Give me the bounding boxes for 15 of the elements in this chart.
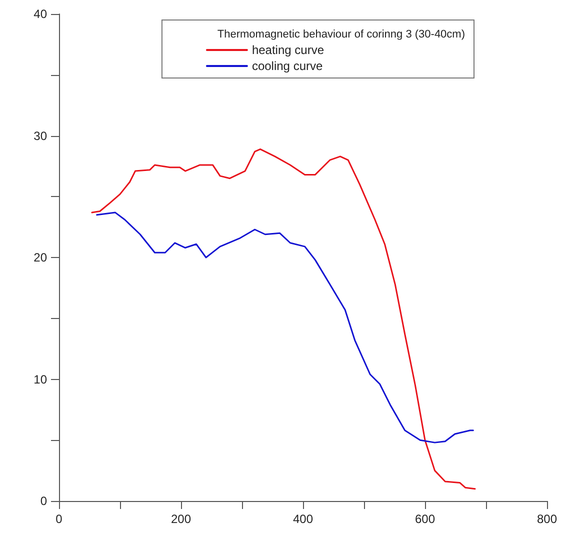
legend-title: Thermomagnetic behaviour of corinng 3 (30-40cm) (217, 28, 466, 40)
legend-label: cooling curve (252, 59, 323, 73)
y-tick-label: 20 (34, 250, 48, 264)
x-tick-label: 200 (170, 512, 192, 526)
x-tick-label: 800 (536, 512, 558, 526)
y-tick-label: 0 (40, 494, 48, 508)
legend-label: heating curve (252, 43, 324, 57)
y-tick-label: 10 (34, 372, 48, 386)
line-series (96, 212, 474, 444)
y-tick-label: 40 (34, 7, 48, 21)
x-tick-label: 400 (292, 512, 314, 526)
x-tick-label: 0 (56, 512, 63, 526)
x-tick-label: 600 (414, 512, 436, 526)
line-series (91, 148, 476, 490)
y-tick-label: 30 (34, 128, 48, 143)
